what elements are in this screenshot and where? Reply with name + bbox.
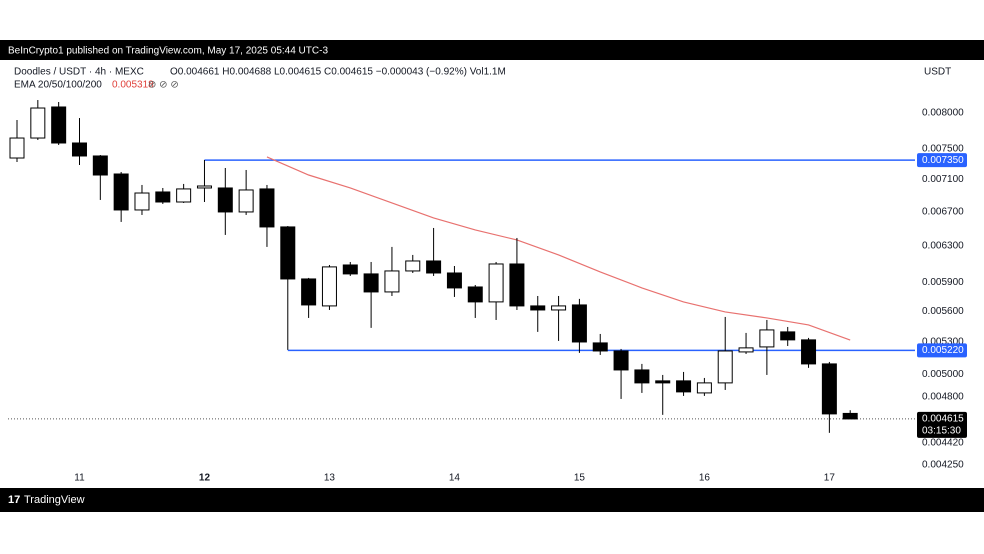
y-tick-label: 0.007500 bbox=[922, 144, 964, 155]
candle-body bbox=[655, 380, 671, 384]
y-tick-label: 0.005600 bbox=[922, 306, 964, 317]
indicator-name: EMA 20/50/100/200 bbox=[14, 80, 102, 91]
header-text: BeInCrypto1 published on TradingView.com… bbox=[8, 46, 328, 57]
candle-body bbox=[551, 305, 567, 311]
x-tick-label: 17 bbox=[824, 473, 836, 484]
candle-body bbox=[509, 263, 525, 307]
candle-body bbox=[113, 173, 129, 211]
candle-body bbox=[363, 273, 379, 293]
last-price-tag bbox=[917, 411, 967, 438]
candle-body bbox=[134, 192, 150, 211]
candle-body bbox=[717, 350, 733, 384]
y-tick-label: 0.004800 bbox=[922, 392, 964, 403]
level-label: 0.005220 bbox=[922, 345, 964, 356]
candle-body bbox=[176, 188, 192, 203]
candle-body bbox=[405, 260, 421, 272]
y-tick-label: 0.006300 bbox=[922, 240, 964, 251]
level-tag bbox=[917, 343, 967, 358]
level-label: 0.007350 bbox=[922, 155, 964, 166]
x-tick-label: 15 bbox=[574, 473, 586, 484]
candle-body bbox=[446, 272, 462, 289]
x-tick-label: 13 bbox=[324, 473, 336, 484]
candle-body bbox=[801, 339, 817, 365]
candle-body bbox=[280, 226, 296, 280]
candle-body bbox=[51, 106, 67, 144]
y-tick-label: 0.007100 bbox=[922, 174, 964, 185]
y-tick-label: 0.004420 bbox=[922, 438, 964, 449]
candle-body bbox=[9, 137, 25, 159]
level-tag bbox=[917, 153, 967, 168]
candle-body bbox=[634, 369, 650, 384]
indicator-icons: ⊘ ⊘ ⊘ bbox=[148, 80, 179, 91]
x-tick-label: 14 bbox=[449, 473, 461, 484]
candle-body bbox=[842, 412, 858, 420]
candle-body bbox=[426, 260, 442, 274]
y-tick-label: 0.005900 bbox=[922, 277, 964, 288]
candle-body bbox=[488, 263, 504, 303]
currency: USDT bbox=[924, 67, 951, 78]
countdown: 03:15:30 bbox=[922, 426, 961, 437]
footer-bar bbox=[0, 488, 984, 512]
y-tick-label: 0.004250 bbox=[922, 459, 964, 470]
candle-body bbox=[821, 363, 837, 415]
candle-body bbox=[676, 380, 692, 393]
candle-body bbox=[759, 329, 775, 348]
header-bar bbox=[0, 40, 984, 60]
candle-body bbox=[592, 342, 608, 352]
candle-body bbox=[530, 305, 546, 311]
candle-body bbox=[196, 185, 212, 189]
candle-body bbox=[155, 191, 171, 203]
candle-body bbox=[238, 189, 254, 213]
candle-body bbox=[384, 270, 400, 293]
ema-line bbox=[266, 156, 851, 341]
candle-body bbox=[301, 278, 317, 306]
x-tick-label: 11 bbox=[74, 473, 85, 484]
candle-body bbox=[321, 266, 337, 307]
x-tick-label: 12 bbox=[199, 473, 211, 484]
ohlc-legend: O0.004661 H0.004688 L0.004615 C0.004615 … bbox=[170, 67, 506, 78]
y-tick-label: 0.006700 bbox=[922, 206, 964, 217]
y-tick-label: 0.005000 bbox=[922, 369, 964, 380]
candle-body bbox=[696, 382, 712, 394]
symbol: Doodles / USDT · 4h · MEXC bbox=[14, 67, 144, 78]
candle-body bbox=[259, 188, 275, 228]
candle-body bbox=[92, 155, 108, 176]
candle-body bbox=[217, 187, 233, 213]
candle-body bbox=[342, 264, 358, 275]
y-tick-label: 0.005300 bbox=[922, 337, 964, 348]
indicator-value: 0.005318 bbox=[112, 80, 154, 91]
last-price-label: 0.004615 bbox=[922, 414, 964, 425]
candle-body bbox=[71, 142, 87, 157]
x-tick-label: 16 bbox=[699, 473, 711, 484]
candle-body bbox=[467, 286, 483, 303]
logo-icon: 17 bbox=[8, 494, 20, 506]
y-tick-label: 0.008000 bbox=[922, 108, 964, 119]
candle-body bbox=[30, 107, 46, 139]
candle-body bbox=[738, 347, 754, 353]
candle-body bbox=[571, 304, 587, 343]
brand: TradingView bbox=[24, 494, 85, 506]
candle-body bbox=[613, 350, 629, 371]
candle-body bbox=[780, 331, 796, 341]
